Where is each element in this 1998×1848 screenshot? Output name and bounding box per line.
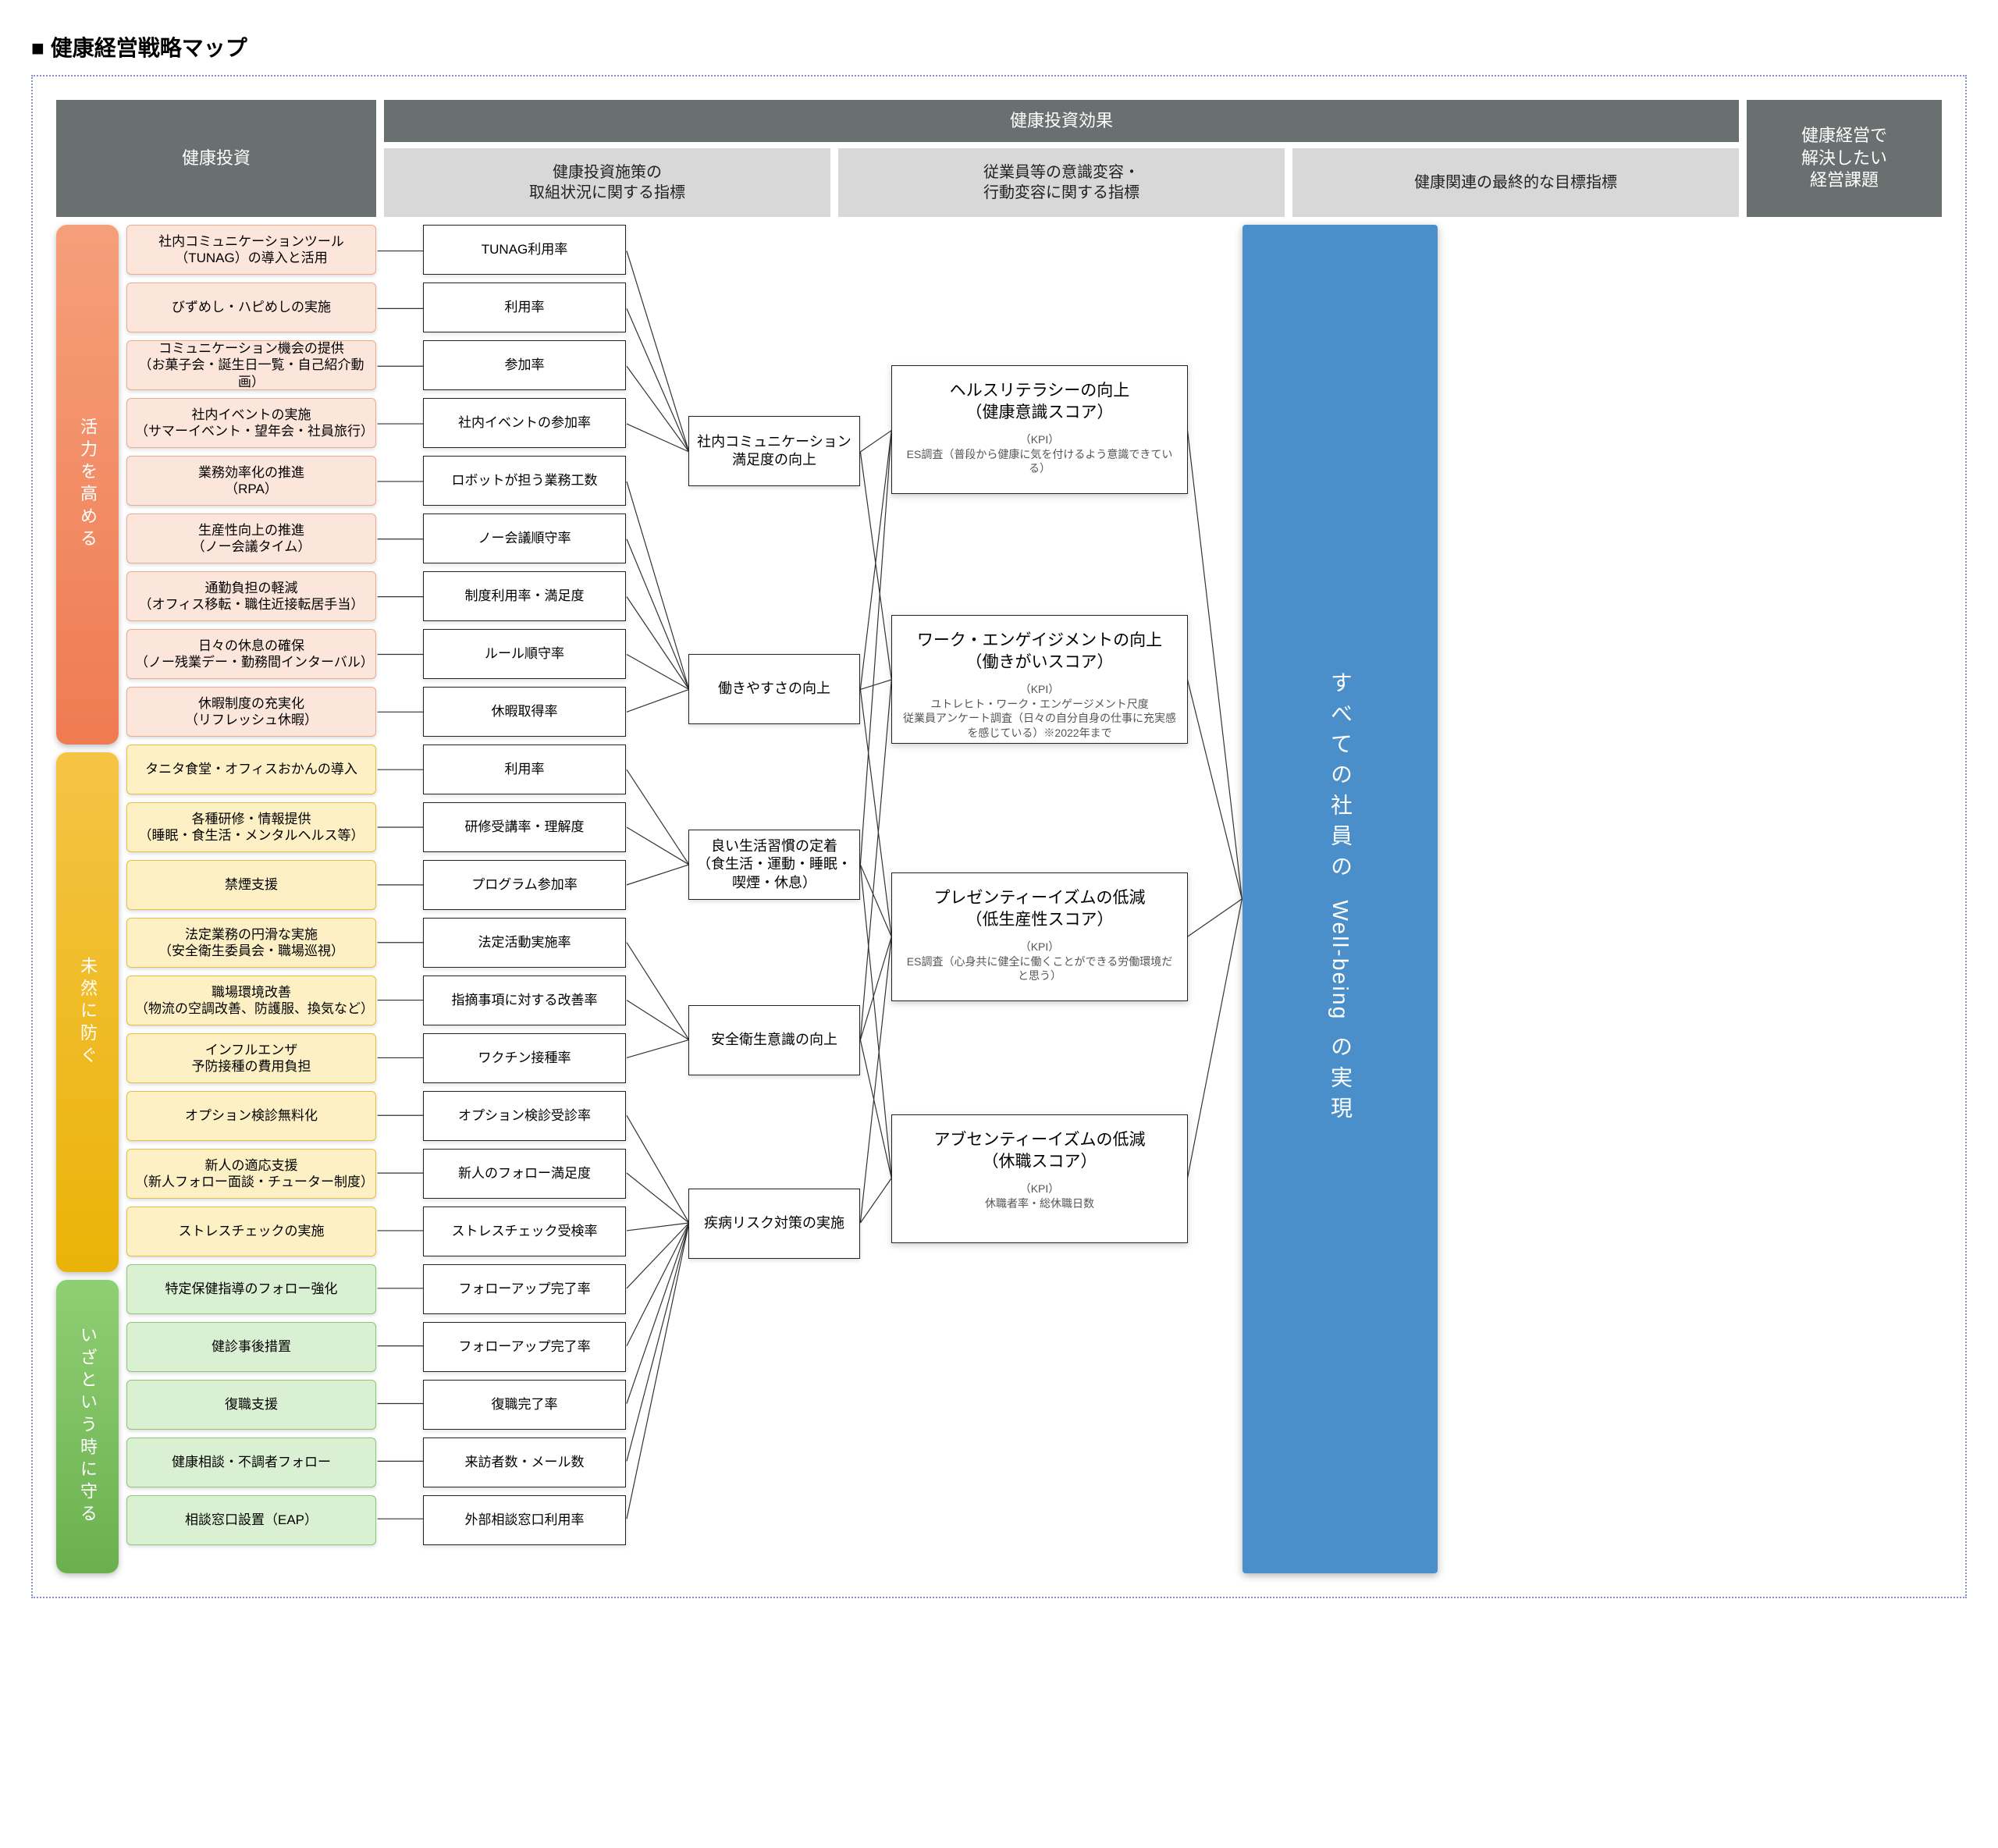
investment-chip: 生産性向上の推進（ノー会議タイム） [126, 514, 376, 563]
investment-chip: 新人の適応支援（新人フォロー面談・チューター制度） [126, 1149, 376, 1199]
kpi-box: プレゼンティーイズムの低減（低生産性スコア）（KPI）ES調査（心身共に健全に働… [891, 872, 1188, 1001]
investment-chip: ストレスチェックの実施 [126, 1207, 376, 1256]
indicator-box: 指摘事項に対する改善率 [423, 976, 626, 1025]
indicator-box: 利用率 [423, 745, 626, 794]
vertical-label-yellow: 未然に防ぐ [56, 752, 119, 1272]
indicator-box: 利用率 [423, 283, 626, 332]
investment-chip: 休暇制度の充実化（リフレッシュ休暇） [126, 687, 376, 737]
investment-chip: 職場環境改善（物流の空調改善、防護服、換気など） [126, 976, 376, 1025]
kpi-box: アブセンティーイズムの低減（休職スコア）（KPI）休職者率・総休職日数 [891, 1114, 1188, 1243]
investment-chip: インフルエンザ予防接種の費用負担 [126, 1033, 376, 1083]
awareness-box: 働きやすさの向上 [688, 654, 860, 724]
investment-chip: 相談窓口設置（EAP） [126, 1495, 376, 1545]
goal-banner: すべての社員の Well-being の実現 [1243, 225, 1438, 1573]
vertical-label-orange: 活力を高める [56, 225, 119, 745]
investment-chip: 法定業務の円滑な実施（安全衛生委員会・職場巡視） [126, 918, 376, 968]
kpi-box: ヘルスリテラシーの向上（健康意識スコア）（KPI）ES調査（普段から健康に気を付… [891, 365, 1188, 494]
indicator-box: 研修受講率・理解度 [423, 802, 626, 852]
investment-chip: 社内コミュニケーションツール（TUNAG）の導入と活用 [126, 225, 376, 275]
indicator-box: 新人のフォロー満足度 [423, 1149, 626, 1199]
indicator-box: 外部相談窓口利用率 [423, 1495, 626, 1545]
indicator-box: プログラム参加率 [423, 860, 626, 910]
investment-chip: タニタ食堂・オフィスおかんの導入 [126, 745, 376, 794]
indicator-box: 復職完了率 [423, 1380, 626, 1430]
vertical-labels-column: 活力を高める未然に防ぐいざという時に守る [56, 225, 119, 1573]
vertical-label-green: いざという時に守る [56, 1280, 119, 1573]
header-issue: 健康経営で解決したい経営課題 [1747, 100, 1942, 217]
investment-chip: 健康相談・不調者フォロー [126, 1438, 376, 1487]
investment-chip: 社内イベントの実施（サマーイベント・望年会・社員旅行） [126, 398, 376, 448]
investment-chips-column: 社内コミュニケーションツール（TUNAG）の導入と活用びずめし・ハピめしの実施コ… [119, 225, 376, 1573]
indicator-box: 来訪者数・メール数 [423, 1438, 626, 1487]
kpi-boxes-column: ヘルスリテラシーの向上（健康意識スコア）（KPI）ES調査（普段から健康に気を付… [876, 225, 1188, 1573]
indicator-box: 休暇取得率 [423, 687, 626, 737]
investment-chip: 特定保健指導のフォロー強化 [126, 1264, 376, 1314]
page-title: 健康経営戦略マップ [31, 31, 1967, 62]
investment-chip: 各種研修・情報提供（睡眠・食生活・メンタルヘルス等） [126, 802, 376, 852]
diagram-frame: 健康投資 健康投資効果 健康投資施策の取組状況に関する指標 従業員等の意識変容・… [31, 75, 1967, 1598]
awareness-box: 良い生活習慣の定着（食生活・運動・睡眠・喫煙・休息） [688, 830, 860, 900]
indicator-box: ロボットが担う業務工数 [423, 456, 626, 506]
awareness-boxes-column: 社内コミュニケーション満足度の向上働きやすさの向上良い生活習慣の定着（食生活・運… [626, 225, 876, 1573]
goal-text-latin: Well-being [1328, 900, 1353, 1020]
indicator-box: 参加率 [423, 340, 626, 390]
indicator-box: 制度利用率・満足度 [423, 571, 626, 621]
investment-chip: 健診事後措置 [126, 1322, 376, 1372]
investment-chip: びずめし・ハピめしの実施 [126, 283, 376, 332]
subheader-1: 健康投資施策の取組状況に関する指標 [384, 148, 830, 217]
goal-text: すべての社員の Well-being の実現 [1318, 671, 1362, 1127]
subheader-2: 従業員等の意識変容・行動変容に関する指標 [838, 148, 1285, 217]
investment-chip: 通勤負担の軽減（オフィス移転・職住近接転居手当） [126, 571, 376, 621]
investment-chip: 日々の休息の確保（ノー残業デー・勤務間インターバル） [126, 629, 376, 679]
header-effect: 健康投資効果 [384, 100, 1739, 142]
goal-text-post: の実現 [1328, 1020, 1353, 1127]
indicator-box: フォローアップ完了率 [423, 1264, 626, 1314]
indicator-box: ストレスチェック受検率 [423, 1207, 626, 1256]
indicator-box: オプション検診受診率 [423, 1091, 626, 1141]
investment-chip: 業務効率化の推進（RPA） [126, 456, 376, 506]
header-invest: 健康投資 [56, 100, 376, 217]
indicator-box: TUNAG利用率 [423, 225, 626, 275]
investment-chip: コミュニケーション機会の提供（お菓子会・誕生日一覧・自己紹介動画） [126, 340, 376, 390]
body-grid: 活力を高める未然に防ぐいざという時に守る 社内コミュニケーションツール（TUNA… [56, 225, 1942, 1573]
indicator-box: ノー会議順守率 [423, 514, 626, 563]
investment-chip: オプション検診無料化 [126, 1091, 376, 1141]
indicator-box: フォローアップ完了率 [423, 1322, 626, 1372]
header-row: 健康投資 健康投資効果 健康投資施策の取組状況に関する指標 従業員等の意識変容・… [56, 100, 1942, 217]
indicator-box: 法定活動実施率 [423, 918, 626, 968]
subheader-3: 健康関連の最終的な目標指標 [1292, 148, 1739, 217]
indicator-box: ルール順守率 [423, 629, 626, 679]
indicator-box: ワクチン接種率 [423, 1033, 626, 1083]
awareness-box: 安全衛生意識の向上 [688, 1005, 860, 1075]
goal-column: すべての社員の Well-being の実現 [1243, 225, 1438, 1573]
awareness-box: 社内コミュニケーション満足度の向上 [688, 416, 860, 486]
indicator-boxes-column: TUNAG利用率利用率参加率社内イベントの参加率ロボットが担う業務工数ノー会議順… [376, 225, 626, 1573]
kpi-box: ワーク・エンゲイジメントの向上（働きがいスコア）（KPI）ユトレヒト・ワーク・エ… [891, 615, 1188, 744]
investment-chip: 復職支援 [126, 1380, 376, 1430]
indicator-box: 社内イベントの参加率 [423, 398, 626, 448]
goal-text-pre: すべての社員の [1328, 671, 1353, 900]
investment-chip: 禁煙支援 [126, 860, 376, 910]
awareness-box: 疾病リスク対策の実施 [688, 1189, 860, 1259]
